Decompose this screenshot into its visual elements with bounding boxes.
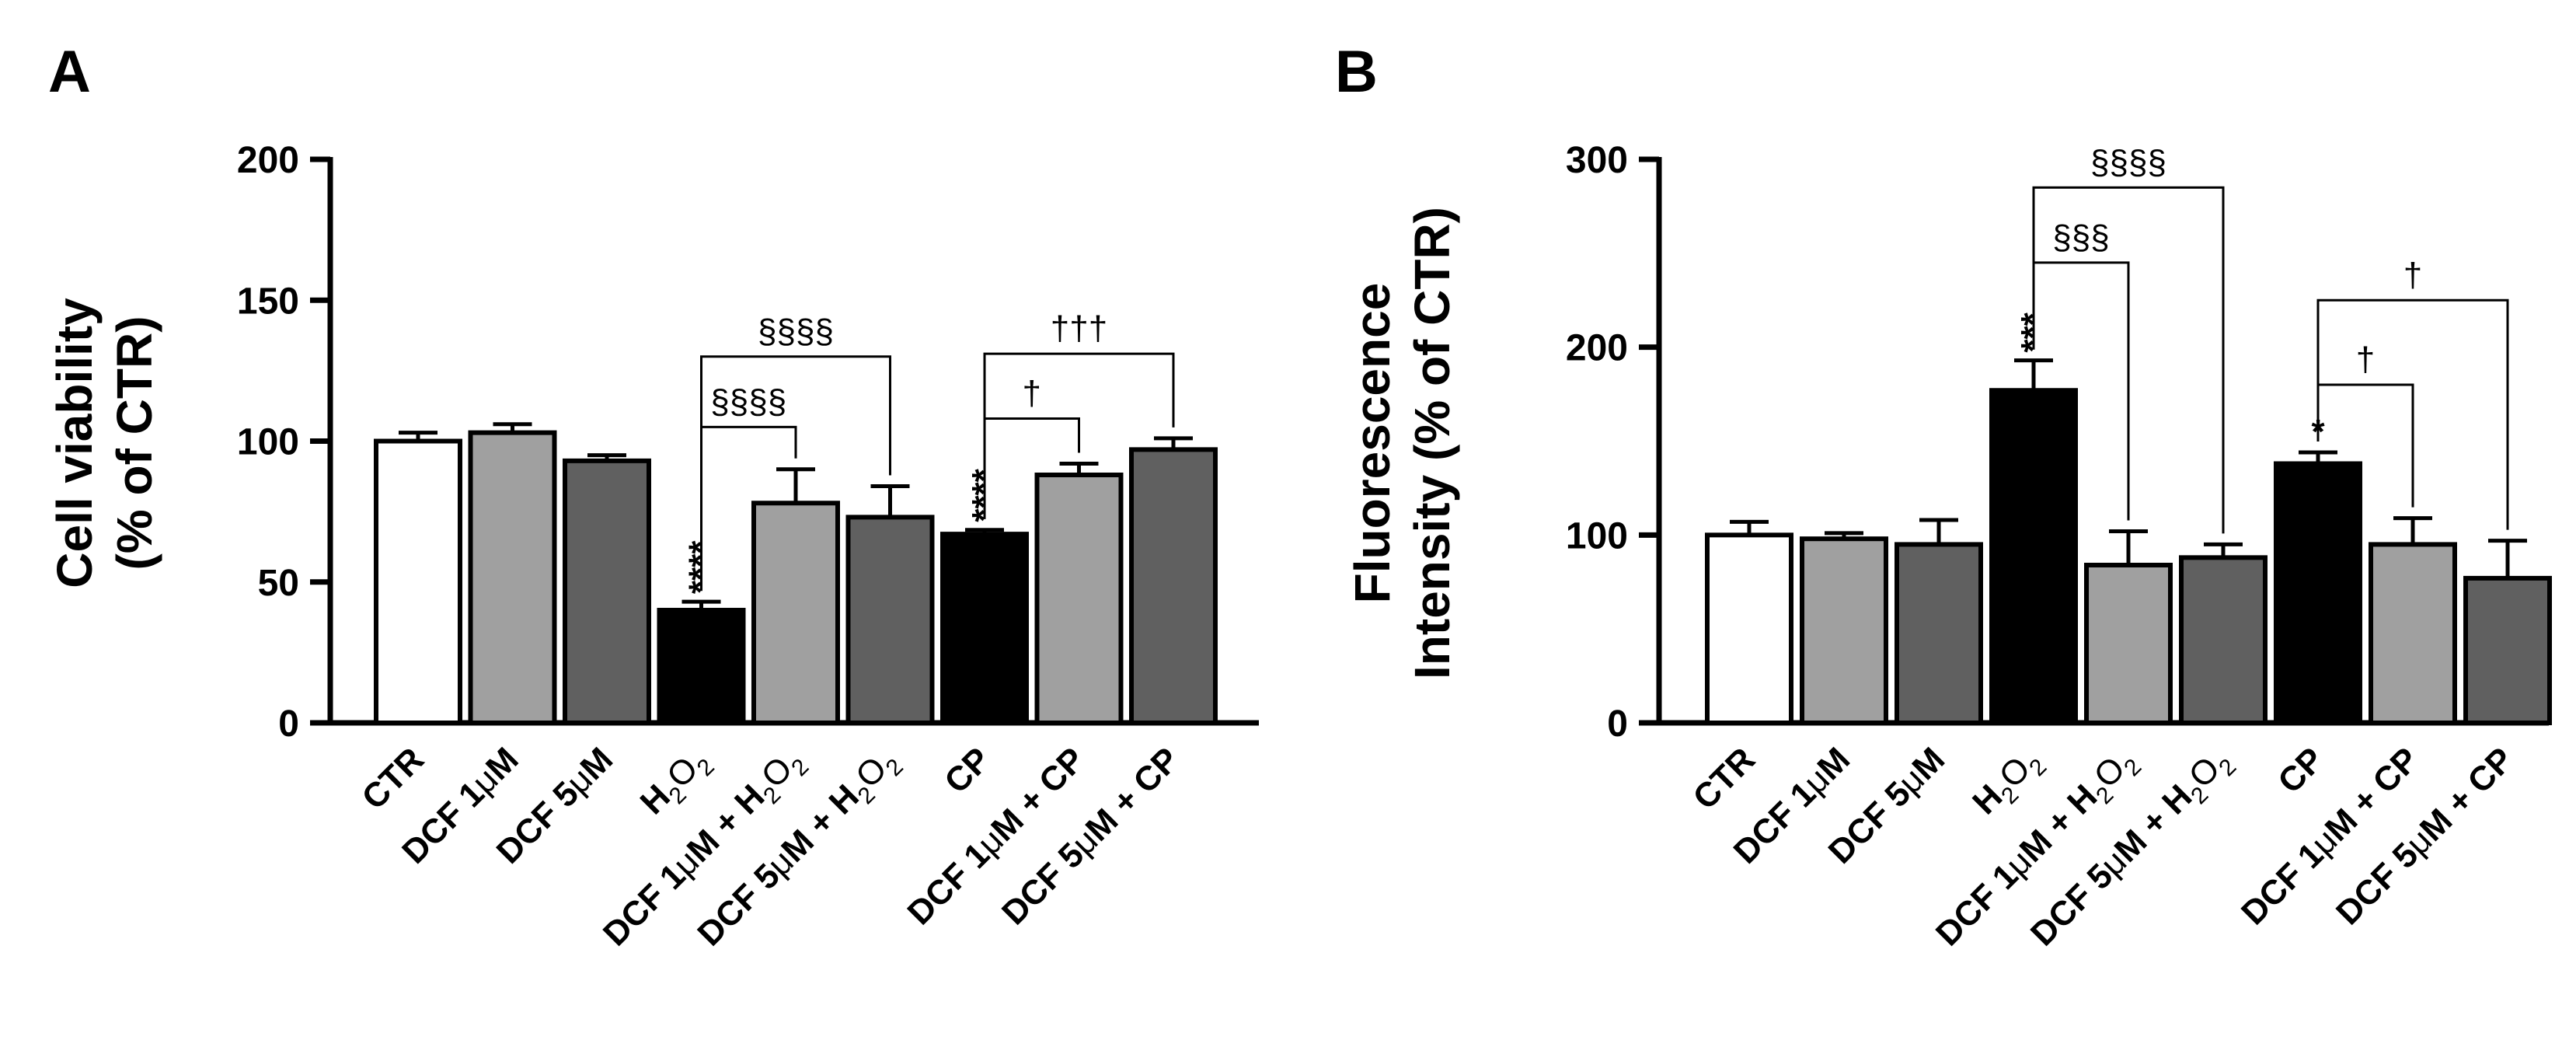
bracket-label: † (1023, 375, 1041, 413)
y-tick-label: 200 (237, 140, 299, 181)
panel-b: B Fluorescence Intensity (% of CTR) 0 100 200… (1290, 0, 2576, 1036)
significance-bracket (2316, 298, 2509, 530)
panel-label: A (48, 39, 91, 105)
y-tick-label: 100 (237, 422, 299, 463)
x-tick-label-1: CTR (1685, 740, 1762, 817)
bracket-label: §§§§ (710, 382, 786, 421)
x-tick-label-7: CP (937, 740, 998, 801)
bracket-label: §§§ (2052, 218, 2109, 257)
chart-b-svg: B Fluorescence Intensity (% of CTR) 0 100 200… (1335, 39, 2552, 954)
x-tick-label-9: DCF 5μM + CP (2329, 740, 2521, 932)
panel-a: A Cell viability (% of CTR) 0 50 100 150 200 ***… (0, 0, 1290, 1036)
x-tick-label-4: H2O2 (1965, 740, 2051, 826)
significance-bracket (983, 352, 1175, 519)
y-tick-label: 0 (278, 703, 299, 745)
bar-1 (1705, 532, 1793, 725)
bar-8 (1034, 473, 1124, 725)
y-tick-label: 50 (258, 563, 299, 604)
bar-4 (1989, 388, 2078, 725)
bracket-label: ††† (1051, 309, 1107, 347)
bar-6 (845, 515, 935, 725)
bracket-label: † (2356, 340, 2375, 379)
bar-5 (2084, 563, 2173, 725)
significance-bracket (2032, 186, 2225, 534)
bar-3 (563, 458, 651, 725)
y-axis-title-line1: Fluorescence (1344, 283, 1400, 604)
bracket-label: † (2403, 256, 2422, 294)
x-tick-label-7: CP (2271, 740, 2331, 801)
y-axis-title-line2: (% of CTR) (106, 316, 162, 570)
y-tick-label: 150 (237, 281, 299, 322)
significance-bracket (700, 355, 891, 592)
bar-8 (2369, 542, 2457, 726)
y-tick-label: 200 (1566, 328, 1628, 369)
bar-9 (1129, 447, 1218, 725)
bar-6 (2179, 555, 2268, 725)
x-tick-label-1: CTR (354, 740, 431, 817)
y-tick-label: 100 (1566, 515, 1628, 557)
bracket-label: §§§§ (758, 312, 834, 351)
x-tick-label-9: DCF 5μM + CP (995, 740, 1187, 932)
bar-5 (751, 501, 840, 725)
x-tick-label-4: H2O2 (633, 740, 720, 826)
y-tick-label: 300 (1566, 140, 1628, 181)
bar-7 (940, 532, 1029, 725)
y-tick-label: 0 (1607, 703, 1628, 745)
bracket-label: §§§§ (2090, 143, 2166, 181)
y-axis-title-line1: Cell viability (47, 298, 103, 588)
y-axis-title-line2: Intensity (% of CTR) (1404, 207, 1460, 679)
bar-1 (374, 438, 462, 725)
bar-3 (1895, 542, 1983, 726)
bar-4 (657, 608, 746, 725)
bar-2 (1800, 536, 1888, 726)
panel-label: B (1335, 39, 1378, 105)
bar-7 (2274, 461, 2362, 725)
bar-9 (2463, 575, 2552, 726)
bar-2 (468, 430, 557, 725)
